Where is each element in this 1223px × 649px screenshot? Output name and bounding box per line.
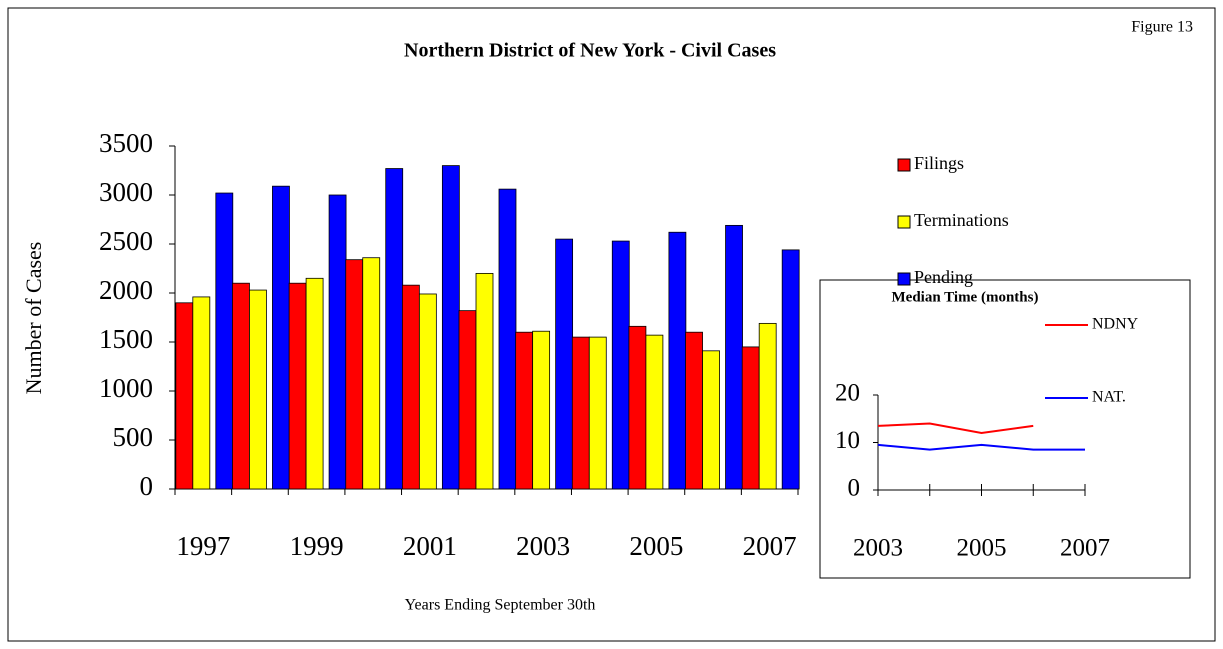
bar bbox=[272, 185, 290, 490]
y-tick-label: 0 bbox=[848, 475, 861, 502]
legend-swatch bbox=[897, 215, 911, 229]
bar bbox=[741, 346, 760, 490]
bar bbox=[725, 224, 743, 490]
bar bbox=[611, 240, 630, 490]
legend-label: Pending bbox=[914, 267, 973, 287]
y-tick-label: 20 bbox=[835, 380, 860, 407]
legend-label: Filings bbox=[914, 153, 964, 173]
y-axis-label: Number of Cases bbox=[21, 242, 46, 395]
y-tick-label: 3500 bbox=[99, 128, 153, 158]
bar bbox=[232, 282, 250, 490]
x-tick-label: 2001 bbox=[403, 531, 457, 561]
y-tick-label: 1500 bbox=[99, 324, 153, 354]
bar bbox=[781, 249, 800, 490]
x-tick-label: 1999 bbox=[290, 531, 344, 561]
x-tick-label: 2007 bbox=[1060, 535, 1110, 562]
y-tick-label: 2500 bbox=[99, 226, 153, 256]
y-tick-label: 2000 bbox=[99, 275, 153, 305]
bar bbox=[515, 331, 534, 490]
legend-label: NAT. bbox=[1092, 389, 1126, 406]
bar bbox=[175, 302, 194, 490]
bar bbox=[685, 331, 703, 490]
bar bbox=[192, 296, 211, 490]
legend-swatch bbox=[897, 158, 911, 172]
figure-label: Figure 13 bbox=[1131, 19, 1193, 36]
bar bbox=[362, 257, 381, 490]
x-tick-label: 2005 bbox=[957, 535, 1007, 562]
legend-label: NDNY bbox=[1092, 316, 1139, 333]
bar bbox=[345, 259, 364, 490]
bar bbox=[555, 238, 574, 490]
x-tick-label: 2003 bbox=[516, 531, 570, 561]
bar bbox=[385, 168, 404, 490]
inset-title: Median Time (months) bbox=[892, 289, 1039, 305]
chart-title: Northern District of New York - Civil Ca… bbox=[404, 40, 776, 62]
y-tick-label: 0 bbox=[140, 471, 154, 501]
bar bbox=[532, 330, 551, 490]
bar bbox=[571, 336, 590, 490]
bar bbox=[758, 322, 777, 490]
x-tick-label: 2003 bbox=[853, 535, 903, 562]
line bbox=[877, 443, 1085, 451]
bar bbox=[401, 284, 420, 490]
bar bbox=[215, 192, 234, 490]
x-axis-label: Years Ending September 30th bbox=[405, 597, 596, 614]
bar bbox=[702, 350, 720, 490]
bar bbox=[645, 334, 664, 490]
line bbox=[877, 422, 1034, 435]
y-tick-label: 500 bbox=[113, 422, 154, 452]
x-tick-label: 2005 bbox=[629, 531, 683, 561]
y-tick-label: 1000 bbox=[99, 373, 153, 403]
y-tick-label: 3000 bbox=[99, 177, 153, 207]
bar bbox=[418, 293, 437, 490]
bar bbox=[458, 310, 477, 490]
bar bbox=[498, 188, 517, 490]
bar bbox=[475, 272, 494, 490]
bar bbox=[249, 289, 267, 490]
legend-label: Terminations bbox=[914, 210, 1009, 230]
bar bbox=[288, 282, 307, 490]
x-tick-label: 1997 bbox=[176, 531, 230, 561]
legend-swatch bbox=[897, 272, 911, 286]
y-tick-label: 10 bbox=[835, 427, 860, 454]
bar bbox=[628, 325, 647, 490]
x-tick-label: 2007 bbox=[743, 531, 797, 561]
bar bbox=[441, 165, 460, 490]
bar bbox=[588, 336, 607, 490]
bar bbox=[668, 231, 687, 490]
bar bbox=[328, 194, 347, 490]
bar bbox=[305, 277, 324, 490]
